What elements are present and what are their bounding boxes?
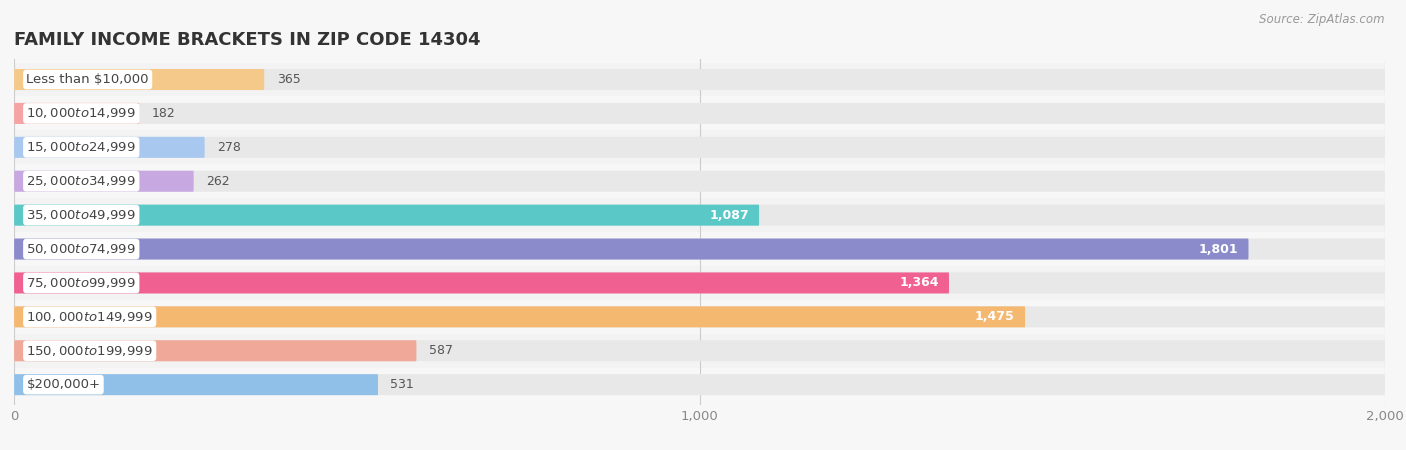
Text: 182: 182 [152,107,174,120]
Text: 1,801: 1,801 [1198,243,1239,256]
Text: $50,000 to $74,999: $50,000 to $74,999 [27,242,136,256]
Text: $25,000 to $34,999: $25,000 to $34,999 [27,174,136,188]
FancyBboxPatch shape [14,205,759,225]
Bar [14,334,1385,368]
Text: 278: 278 [217,141,240,154]
Text: 1,364: 1,364 [900,276,939,289]
Text: 365: 365 [277,73,301,86]
FancyBboxPatch shape [14,103,1385,124]
Bar [14,300,1385,334]
FancyBboxPatch shape [14,69,1385,90]
FancyBboxPatch shape [14,340,1385,361]
FancyBboxPatch shape [14,171,1385,192]
Text: 262: 262 [207,175,229,188]
FancyBboxPatch shape [14,171,194,192]
Text: 587: 587 [429,344,453,357]
FancyBboxPatch shape [14,103,139,124]
FancyBboxPatch shape [14,238,1385,260]
Text: 1,475: 1,475 [974,310,1015,324]
Bar [14,368,1385,401]
Bar [14,96,1385,130]
Text: $200,000+: $200,000+ [27,378,100,391]
FancyBboxPatch shape [14,374,1385,395]
FancyBboxPatch shape [14,306,1385,327]
Bar [14,266,1385,300]
FancyBboxPatch shape [14,137,1385,158]
Bar [14,232,1385,266]
Text: $15,000 to $24,999: $15,000 to $24,999 [27,140,136,154]
FancyBboxPatch shape [14,205,1385,225]
Text: $150,000 to $199,999: $150,000 to $199,999 [27,344,153,358]
Bar [14,164,1385,198]
Text: Source: ZipAtlas.com: Source: ZipAtlas.com [1260,14,1385,27]
FancyBboxPatch shape [14,272,1385,293]
Text: 531: 531 [391,378,415,391]
Text: $35,000 to $49,999: $35,000 to $49,999 [27,208,136,222]
FancyBboxPatch shape [14,69,264,90]
FancyBboxPatch shape [14,137,205,158]
Text: $100,000 to $149,999: $100,000 to $149,999 [27,310,153,324]
FancyBboxPatch shape [14,374,378,395]
Text: $75,000 to $99,999: $75,000 to $99,999 [27,276,136,290]
Text: 1,087: 1,087 [709,209,749,222]
FancyBboxPatch shape [14,340,416,361]
Bar [14,198,1385,232]
Text: Less than $10,000: Less than $10,000 [27,73,149,86]
Text: FAMILY INCOME BRACKETS IN ZIP CODE 14304: FAMILY INCOME BRACKETS IN ZIP CODE 14304 [14,31,481,49]
FancyBboxPatch shape [14,306,1025,327]
Bar [14,63,1385,96]
FancyBboxPatch shape [14,272,949,293]
Text: $10,000 to $14,999: $10,000 to $14,999 [27,106,136,121]
FancyBboxPatch shape [14,238,1249,260]
Bar [14,130,1385,164]
